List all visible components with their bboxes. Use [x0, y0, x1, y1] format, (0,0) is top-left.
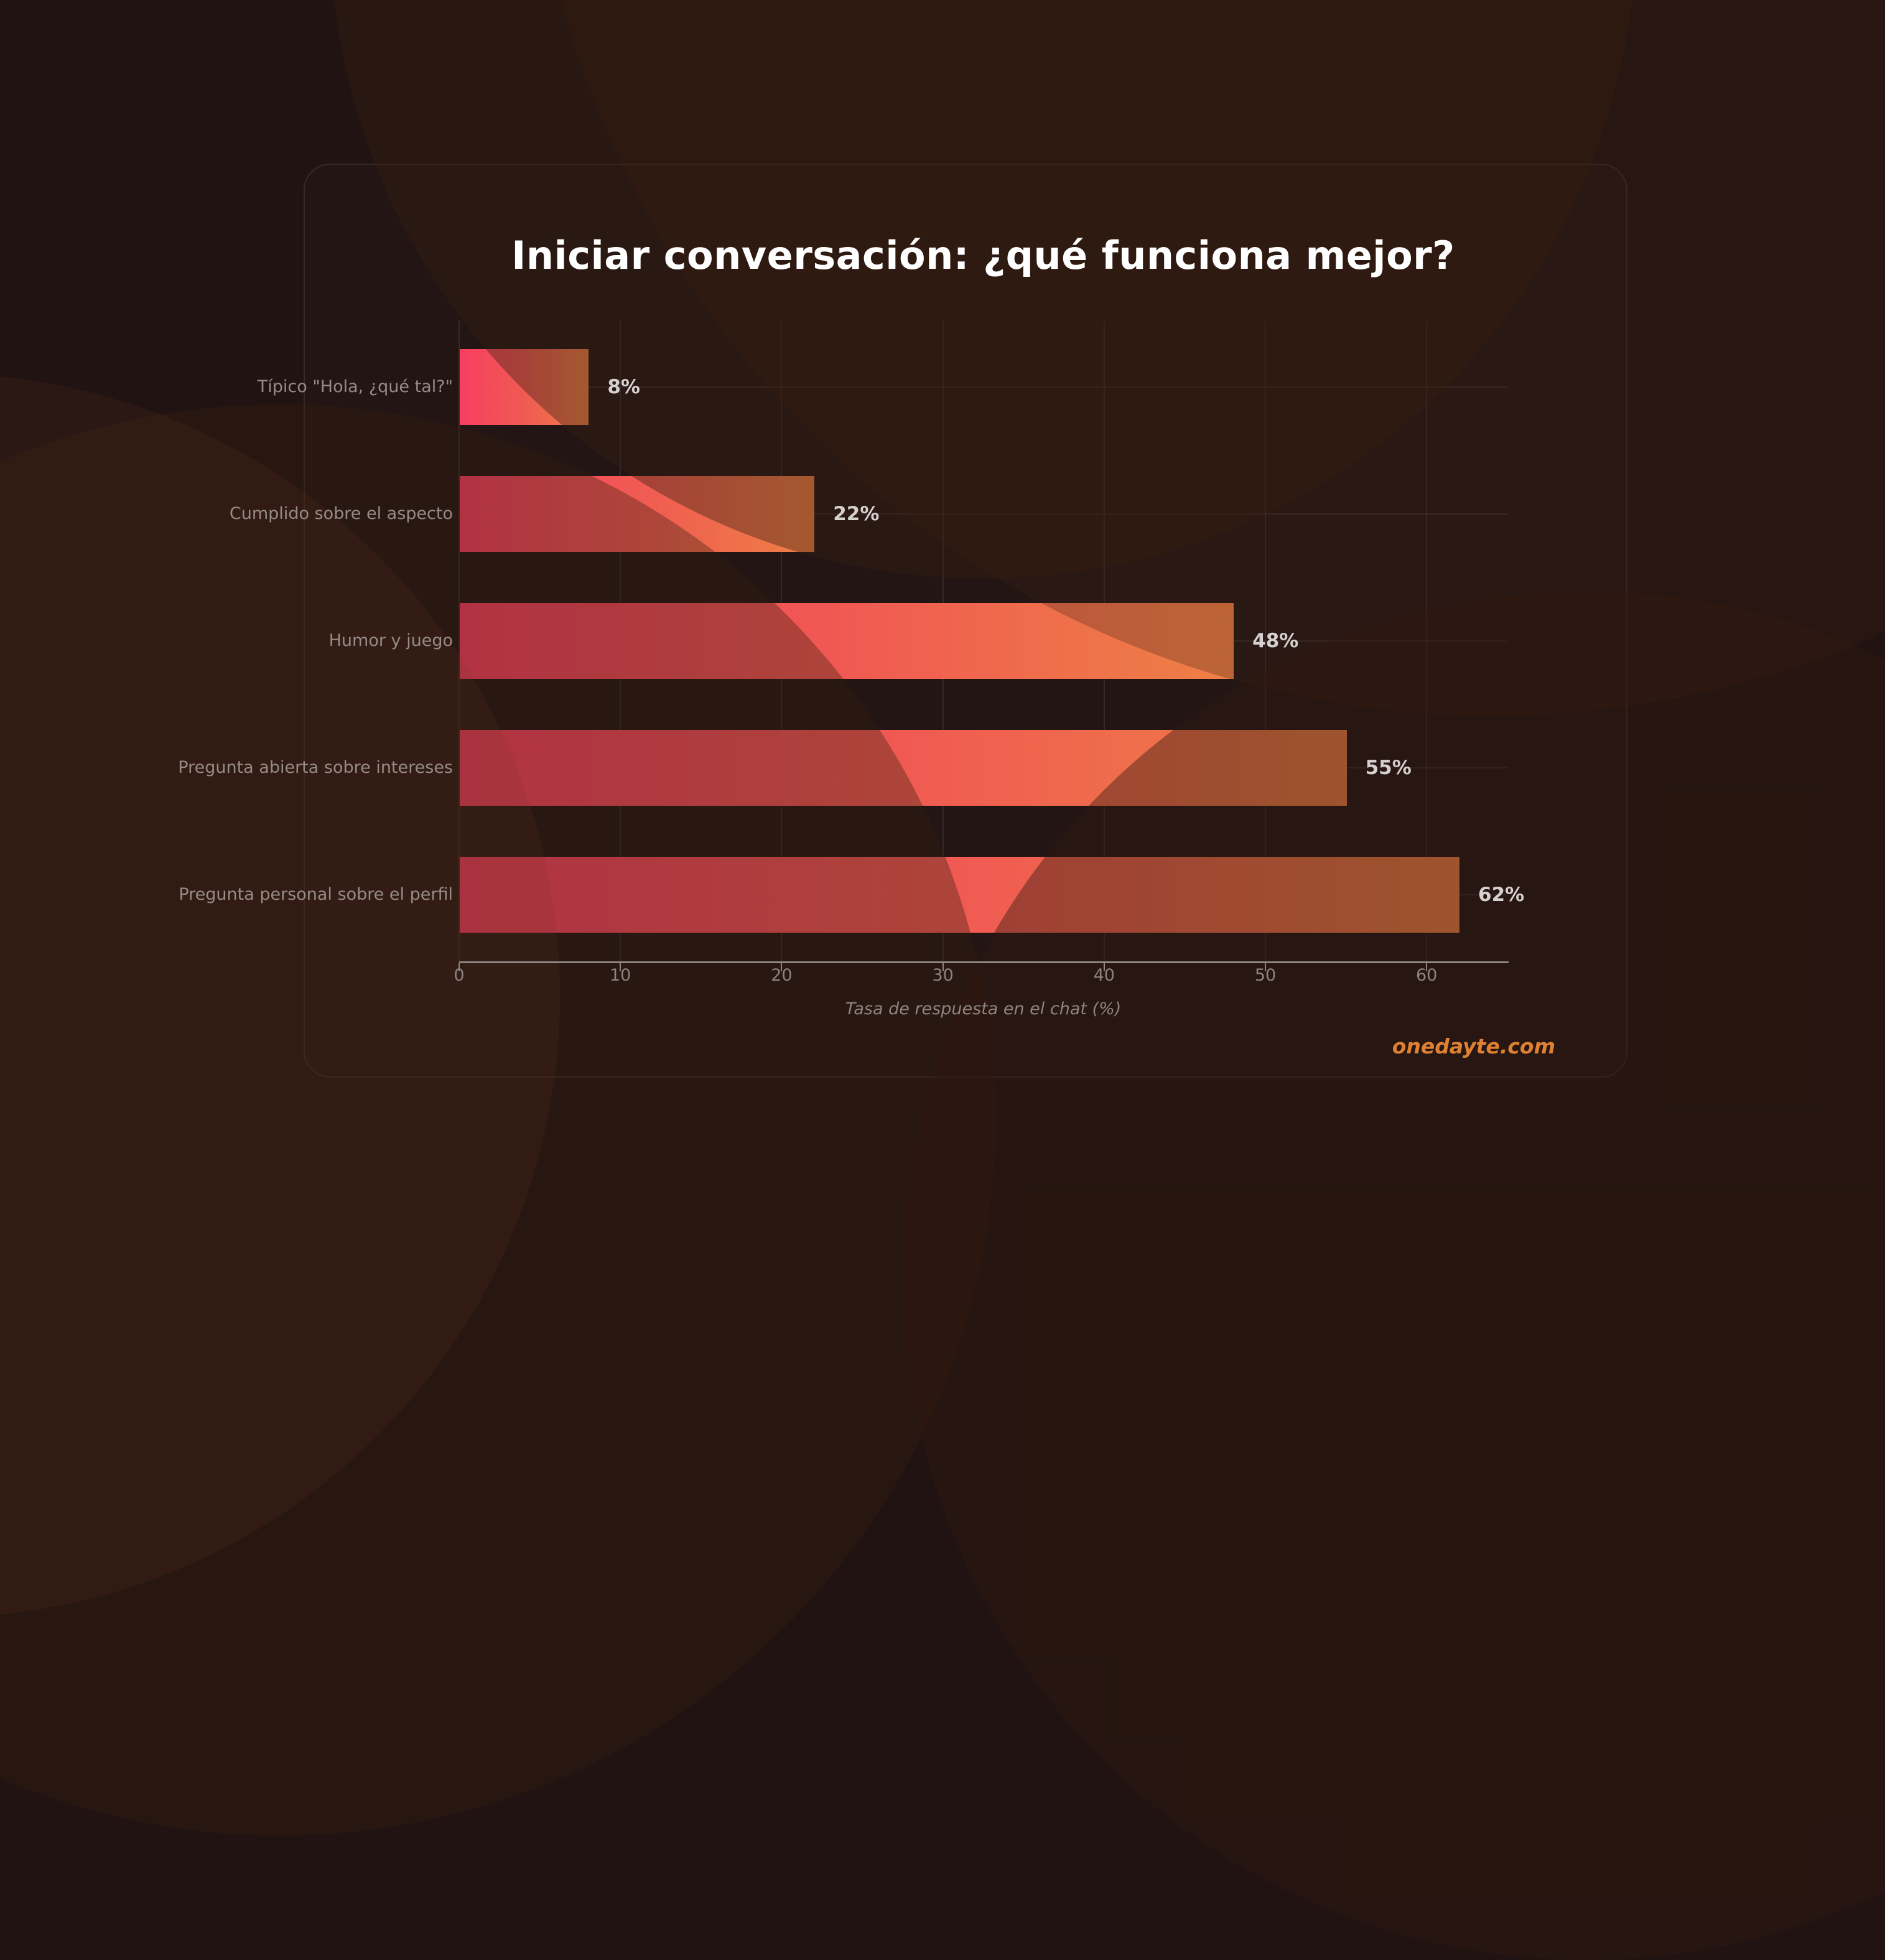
chart-card: [304, 164, 1627, 1078]
category-label: Humor y juego: [328, 631, 453, 650]
x-tickmark: [620, 963, 621, 971]
x-tick-label: 60: [1416, 966, 1438, 985]
category-label: Pregunta abierta sobre intereses: [178, 758, 453, 777]
watermark-link: onedayte.com: [1392, 1034, 1555, 1058]
value-label: 62%: [1478, 884, 1525, 906]
value-label: 8%: [607, 376, 640, 398]
x-tickmark: [1103, 963, 1105, 971]
value-label: 55%: [1365, 757, 1412, 779]
x-tickmark: [942, 963, 944, 971]
chart-title: Iniciar conversación: ¿qué funciona mejo…: [511, 232, 1455, 278]
x-tick-label: 30: [932, 966, 954, 985]
x-tick-label: 0: [454, 966, 465, 985]
x-gridline: [1265, 320, 1266, 961]
bar: [460, 730, 1347, 806]
x-gridline: [458, 320, 460, 961]
x-tickmark: [781, 963, 783, 971]
bar: [460, 603, 1234, 679]
x-tickmark: [1426, 963, 1428, 971]
value-label: 22%: [833, 503, 880, 525]
x-gridline: [1426, 320, 1428, 961]
y-gridline: [459, 513, 1507, 515]
value-label: 48%: [1252, 630, 1299, 652]
x-tickmark: [458, 963, 460, 971]
x-tick-label: 10: [610, 966, 631, 985]
bar: [460, 349, 589, 425]
bar: [460, 476, 815, 552]
x-tick-label: 50: [1254, 966, 1277, 985]
y-gridline: [459, 386, 1507, 388]
chart-background: Iniciar conversación: ¿qué funciona mejo…: [0, 164, 1627, 1618]
x-tick-label: 20: [771, 966, 793, 985]
plot-area: 0 10 20 30 40 50 60 Típico "Hola, ¿qué tal?" 8% C…: [178, 320, 1525, 985]
category-label: Cumplido sobre el aspecto: [229, 504, 453, 523]
category-label: Típico "Hola, ¿qué tal?": [257, 377, 453, 396]
x-axis-spine: [459, 961, 1509, 963]
x-tick-label: 40: [1093, 966, 1115, 985]
category-label: Pregunta personal sobre el perfil: [179, 885, 453, 904]
x-tickmark: [1265, 963, 1266, 971]
x-axis-label: Tasa de respuesta en el chat (%): [845, 999, 1122, 1019]
bar: [460, 857, 1460, 933]
